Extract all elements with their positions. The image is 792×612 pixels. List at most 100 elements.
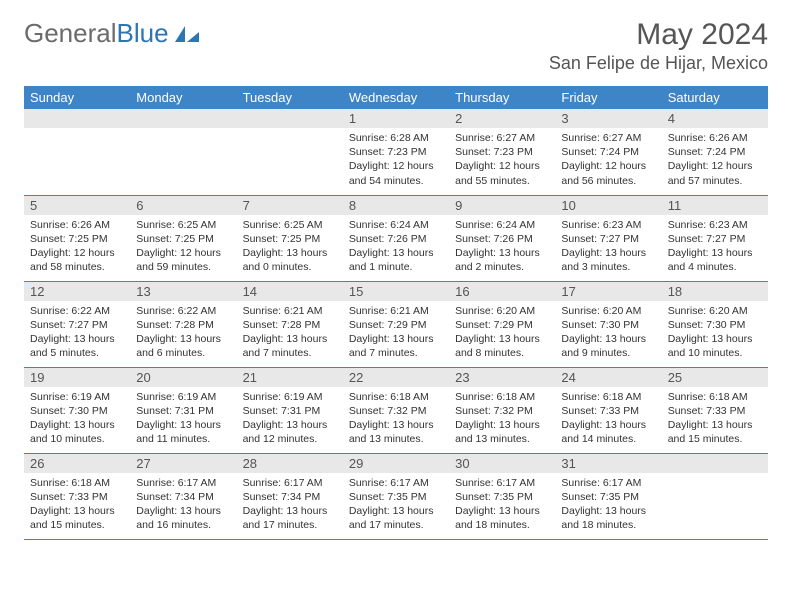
- calendar-day-cell: 15Sunrise: 6:21 AMSunset: 7:29 PMDayligh…: [343, 281, 449, 367]
- day-number: 14: [237, 282, 343, 301]
- day-number: 3: [555, 109, 661, 128]
- location-label: San Felipe de Hijar, Mexico: [549, 53, 768, 74]
- day-body: Sunrise: 6:21 AMSunset: 7:29 PMDaylight:…: [343, 301, 449, 365]
- calendar-week-row: 1Sunrise: 6:28 AMSunset: 7:23 PMDaylight…: [24, 109, 768, 195]
- day-number: 9: [449, 196, 555, 215]
- calendar-day-cell: 29Sunrise: 6:17 AMSunset: 7:35 PMDayligh…: [343, 453, 449, 539]
- calendar-day-cell: 18Sunrise: 6:20 AMSunset: 7:30 PMDayligh…: [662, 281, 768, 367]
- day-body: Sunrise: 6:20 AMSunset: 7:29 PMDaylight:…: [449, 301, 555, 365]
- weekday-header: Tuesday: [237, 86, 343, 109]
- brand-part2: Blue: [117, 18, 169, 49]
- calendar-day-cell: 31Sunrise: 6:17 AMSunset: 7:35 PMDayligh…: [555, 453, 661, 539]
- calendar-day-cell: 16Sunrise: 6:20 AMSunset: 7:29 PMDayligh…: [449, 281, 555, 367]
- calendar-day-cell: 4Sunrise: 6:26 AMSunset: 7:24 PMDaylight…: [662, 109, 768, 195]
- day-number: 8: [343, 196, 449, 215]
- day-number: 12: [24, 282, 130, 301]
- day-number: 28: [237, 454, 343, 473]
- day-number: 7: [237, 196, 343, 215]
- day-body: Sunrise: 6:24 AMSunset: 7:26 PMDaylight:…: [449, 215, 555, 279]
- day-number: 19: [24, 368, 130, 387]
- calendar-day-cell: 10Sunrise: 6:23 AMSunset: 7:27 PMDayligh…: [555, 195, 661, 281]
- calendar-day-cell: 11Sunrise: 6:23 AMSunset: 7:27 PMDayligh…: [662, 195, 768, 281]
- weekday-header: Sunday: [24, 86, 130, 109]
- day-body: Sunrise: 6:22 AMSunset: 7:27 PMDaylight:…: [24, 301, 130, 365]
- day-body: [237, 128, 343, 135]
- title-block: May 2024 San Felipe de Hijar, Mexico: [549, 18, 768, 74]
- calendar-day-cell: 8Sunrise: 6:24 AMSunset: 7:26 PMDaylight…: [343, 195, 449, 281]
- day-number: 20: [130, 368, 236, 387]
- day-body: Sunrise: 6:17 AMSunset: 7:35 PMDaylight:…: [449, 473, 555, 537]
- calendar-day-cell: 27Sunrise: 6:17 AMSunset: 7:34 PMDayligh…: [130, 453, 236, 539]
- day-body: Sunrise: 6:25 AMSunset: 7:25 PMDaylight:…: [130, 215, 236, 279]
- day-number: 5: [24, 196, 130, 215]
- weekday-header: Friday: [555, 86, 661, 109]
- day-number: 13: [130, 282, 236, 301]
- day-number: 17: [555, 282, 661, 301]
- day-number: 26: [24, 454, 130, 473]
- day-body: Sunrise: 6:17 AMSunset: 7:34 PMDaylight:…: [130, 473, 236, 537]
- day-number: [662, 454, 768, 473]
- day-body: Sunrise: 6:22 AMSunset: 7:28 PMDaylight:…: [130, 301, 236, 365]
- day-number: 1: [343, 109, 449, 128]
- day-body: [662, 473, 768, 480]
- calendar-week-row: 12Sunrise: 6:22 AMSunset: 7:27 PMDayligh…: [24, 281, 768, 367]
- calendar-day-cell: 2Sunrise: 6:27 AMSunset: 7:23 PMDaylight…: [449, 109, 555, 195]
- day-body: Sunrise: 6:18 AMSunset: 7:33 PMDaylight:…: [662, 387, 768, 451]
- day-number: 29: [343, 454, 449, 473]
- month-title: May 2024: [549, 18, 768, 51]
- day-body: [24, 128, 130, 135]
- day-body: Sunrise: 6:28 AMSunset: 7:23 PMDaylight:…: [343, 128, 449, 192]
- day-body: Sunrise: 6:17 AMSunset: 7:35 PMDaylight:…: [555, 473, 661, 537]
- day-body: Sunrise: 6:19 AMSunset: 7:31 PMDaylight:…: [130, 387, 236, 451]
- day-number: [130, 109, 236, 128]
- calendar-day-cell: [662, 453, 768, 539]
- day-body: Sunrise: 6:25 AMSunset: 7:25 PMDaylight:…: [237, 215, 343, 279]
- day-number: 30: [449, 454, 555, 473]
- calendar-body: 1Sunrise: 6:28 AMSunset: 7:23 PMDaylight…: [24, 109, 768, 539]
- calendar-day-cell: 14Sunrise: 6:21 AMSunset: 7:28 PMDayligh…: [237, 281, 343, 367]
- day-body: Sunrise: 6:27 AMSunset: 7:23 PMDaylight:…: [449, 128, 555, 192]
- calendar-day-cell: 12Sunrise: 6:22 AMSunset: 7:27 PMDayligh…: [24, 281, 130, 367]
- day-body: Sunrise: 6:17 AMSunset: 7:34 PMDaylight:…: [237, 473, 343, 537]
- day-body: Sunrise: 6:19 AMSunset: 7:31 PMDaylight:…: [237, 387, 343, 451]
- calendar-table: SundayMondayTuesdayWednesdayThursdayFrid…: [24, 86, 768, 540]
- calendar-week-row: 19Sunrise: 6:19 AMSunset: 7:30 PMDayligh…: [24, 367, 768, 453]
- day-body: Sunrise: 6:18 AMSunset: 7:32 PMDaylight:…: [343, 387, 449, 451]
- calendar-day-cell: 30Sunrise: 6:17 AMSunset: 7:35 PMDayligh…: [449, 453, 555, 539]
- day-body: Sunrise: 6:23 AMSunset: 7:27 PMDaylight:…: [555, 215, 661, 279]
- day-body: Sunrise: 6:20 AMSunset: 7:30 PMDaylight:…: [662, 301, 768, 365]
- day-number: 22: [343, 368, 449, 387]
- calendar-day-cell: [237, 109, 343, 195]
- day-number: 11: [662, 196, 768, 215]
- weekday-header: Wednesday: [343, 86, 449, 109]
- calendar-week-row: 26Sunrise: 6:18 AMSunset: 7:33 PMDayligh…: [24, 453, 768, 539]
- calendar-day-cell: 22Sunrise: 6:18 AMSunset: 7:32 PMDayligh…: [343, 367, 449, 453]
- day-body: Sunrise: 6:26 AMSunset: 7:25 PMDaylight:…: [24, 215, 130, 279]
- day-number: 4: [662, 109, 768, 128]
- weekday-header: Thursday: [449, 86, 555, 109]
- brand-logo: GeneralBlue: [24, 18, 201, 49]
- day-body: Sunrise: 6:18 AMSunset: 7:33 PMDaylight:…: [555, 387, 661, 451]
- calendar-day-cell: 20Sunrise: 6:19 AMSunset: 7:31 PMDayligh…: [130, 367, 236, 453]
- day-body: Sunrise: 6:21 AMSunset: 7:28 PMDaylight:…: [237, 301, 343, 365]
- day-body: Sunrise: 6:19 AMSunset: 7:30 PMDaylight:…: [24, 387, 130, 451]
- day-body: Sunrise: 6:18 AMSunset: 7:32 PMDaylight:…: [449, 387, 555, 451]
- day-body: Sunrise: 6:20 AMSunset: 7:30 PMDaylight:…: [555, 301, 661, 365]
- calendar-day-cell: 24Sunrise: 6:18 AMSunset: 7:33 PMDayligh…: [555, 367, 661, 453]
- calendar-day-cell: [130, 109, 236, 195]
- day-number: 21: [237, 368, 343, 387]
- day-body: Sunrise: 6:17 AMSunset: 7:35 PMDaylight:…: [343, 473, 449, 537]
- day-number: 31: [555, 454, 661, 473]
- calendar-week-row: 5Sunrise: 6:26 AMSunset: 7:25 PMDaylight…: [24, 195, 768, 281]
- calendar-day-cell: 21Sunrise: 6:19 AMSunset: 7:31 PMDayligh…: [237, 367, 343, 453]
- day-body: Sunrise: 6:23 AMSunset: 7:27 PMDaylight:…: [662, 215, 768, 279]
- day-number: [24, 109, 130, 128]
- day-number: 25: [662, 368, 768, 387]
- header: GeneralBlue May 2024 San Felipe de Hijar…: [24, 18, 768, 74]
- calendar-day-cell: 25Sunrise: 6:18 AMSunset: 7:33 PMDayligh…: [662, 367, 768, 453]
- day-number: 10: [555, 196, 661, 215]
- day-body: Sunrise: 6:27 AMSunset: 7:24 PMDaylight:…: [555, 128, 661, 192]
- calendar-day-cell: 13Sunrise: 6:22 AMSunset: 7:28 PMDayligh…: [130, 281, 236, 367]
- day-body: Sunrise: 6:24 AMSunset: 7:26 PMDaylight:…: [343, 215, 449, 279]
- day-number: 6: [130, 196, 236, 215]
